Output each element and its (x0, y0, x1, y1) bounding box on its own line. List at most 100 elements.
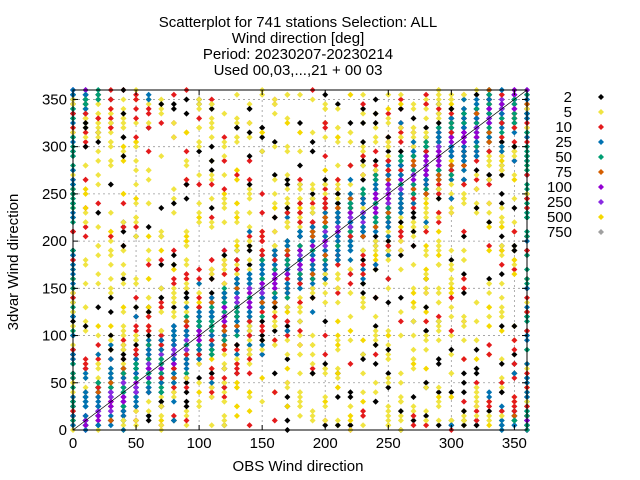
data-point (460, 138, 467, 145)
data-point (334, 290, 341, 297)
data-point (473, 91, 480, 98)
data-point (158, 285, 165, 292)
data-point (372, 167, 379, 174)
data-point (246, 304, 253, 311)
data-point (233, 214, 240, 221)
data-point (271, 308, 278, 315)
data-point (435, 172, 442, 178)
data-point (259, 129, 266, 136)
legend-label: 10 (555, 119, 572, 136)
data-point (498, 304, 505, 311)
data-point (460, 190, 467, 197)
data-point (473, 176, 480, 183)
data-point (271, 417, 278, 424)
data-point (82, 115, 89, 122)
data-point (347, 271, 354, 278)
data-point (511, 143, 518, 150)
data-point (246, 101, 253, 108)
data-point (498, 417, 505, 424)
data-point (82, 162, 89, 169)
legend-label: 25 (555, 134, 572, 151)
data-point (107, 403, 114, 410)
data-point (170, 375, 177, 382)
data-point (107, 96, 114, 103)
data-point (385, 148, 392, 155)
data-point (284, 318, 291, 325)
data-point (82, 134, 89, 141)
data-point (309, 200, 316, 207)
data-point (170, 389, 177, 396)
data-point (460, 408, 467, 415)
data-point (423, 271, 430, 278)
data-point (360, 304, 367, 311)
data-point (309, 252, 316, 259)
data-point (410, 356, 417, 363)
data-point (435, 176, 442, 183)
data-point (385, 342, 392, 348)
data-point (183, 280, 190, 287)
data-point (460, 285, 467, 292)
data-point (448, 115, 455, 122)
data-point (196, 101, 203, 108)
data-point (511, 205, 518, 212)
data-point (360, 143, 367, 150)
data-point (297, 242, 303, 249)
data-point (322, 167, 329, 174)
data-point (360, 195, 367, 202)
data-point (372, 266, 379, 273)
data-point (221, 290, 228, 297)
data-point (511, 228, 518, 235)
data-point (107, 209, 114, 216)
data-point (158, 337, 165, 344)
data-point (410, 186, 417, 193)
data-point (145, 417, 152, 424)
data-point (486, 162, 493, 169)
data-point (385, 356, 392, 363)
data-point (372, 157, 379, 164)
data-point (95, 271, 102, 278)
data-point (372, 110, 379, 117)
data-point (410, 318, 417, 325)
data-point (460, 417, 467, 424)
data-point (486, 110, 493, 117)
data-point (498, 294, 505, 301)
data-point (372, 351, 379, 358)
data-point (95, 115, 102, 122)
data-point (486, 342, 493, 348)
data-point (107, 323, 114, 330)
data-point (196, 323, 203, 330)
data-point (423, 422, 430, 429)
data-point (246, 342, 253, 348)
data-point (473, 200, 480, 207)
data-point (322, 181, 329, 188)
data-point (145, 257, 152, 263)
data-point (297, 275, 303, 282)
data-point (170, 285, 177, 292)
data-point (372, 219, 379, 226)
data-point (473, 365, 480, 372)
data-point (145, 408, 152, 415)
y-tick-label: 100 (42, 328, 67, 345)
data-point (158, 422, 165, 429)
data-point (208, 134, 215, 141)
data-point (486, 172, 493, 178)
data-point (486, 96, 493, 103)
data-point (120, 96, 127, 103)
data-point (435, 290, 442, 297)
data-point (183, 323, 190, 330)
data-point (309, 257, 316, 263)
data-point (246, 223, 253, 230)
data-point (183, 299, 190, 306)
data-point (511, 370, 518, 377)
data-point (322, 195, 329, 202)
data-point (107, 370, 114, 377)
data-point (309, 138, 316, 145)
data-point (170, 91, 177, 98)
data-point (120, 223, 127, 230)
data-point (221, 285, 228, 292)
data-point (246, 393, 253, 400)
data-point (397, 162, 404, 169)
data-point (372, 138, 379, 145)
data-point (196, 290, 203, 297)
data-point (82, 384, 89, 391)
